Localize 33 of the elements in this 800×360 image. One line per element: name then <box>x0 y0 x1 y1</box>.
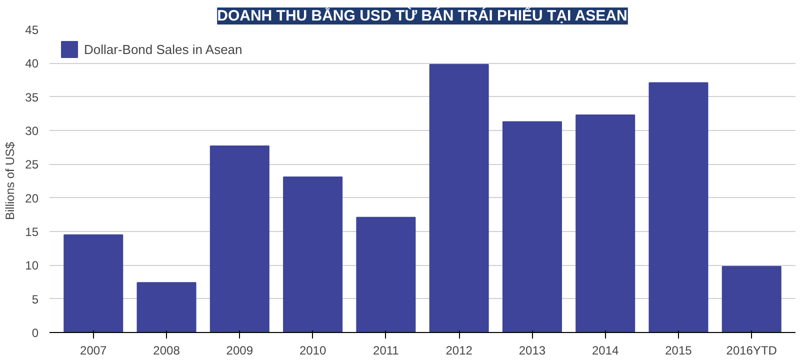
y-tick-label: 20 <box>25 191 39 206</box>
bar <box>502 121 562 332</box>
bar <box>356 216 416 332</box>
y-tick-label: 10 <box>25 258 39 273</box>
bar <box>210 145 270 332</box>
bar <box>722 266 782 332</box>
bar <box>136 282 196 332</box>
bar <box>429 64 489 332</box>
x-tick-label: 2016YTD <box>726 344 778 358</box>
y-axis-title: Billions of US$ <box>3 142 18 220</box>
x-tick-label: 2015 <box>665 344 692 358</box>
y-tick-label: 0 <box>32 326 39 340</box>
bar <box>576 114 636 332</box>
bar <box>648 82 708 332</box>
x-tick-label: 2009 <box>226 344 254 358</box>
x-tick-label: 2011 <box>373 344 400 358</box>
x-tick-label: 2010 <box>299 344 326 358</box>
y-tick-label: 40 <box>25 56 39 71</box>
x-tick-label: 2012 <box>446 344 473 358</box>
bar <box>64 234 124 332</box>
x-tick-label: 2013 <box>518 344 546 358</box>
bar <box>283 176 343 332</box>
y-tick-label: 5 <box>32 292 39 306</box>
x-tick-label: 2014 <box>592 344 620 358</box>
x-tick-label: 2008 <box>153 344 180 358</box>
legend-label: Dollar-Bond Sales in Asean <box>84 42 242 56</box>
y-tick-label: 25 <box>25 158 39 172</box>
chart-title: DOANH THU BẰNG USD TỪ BÁN TRÁI PHIẾU TẠI ASEAN <box>217 6 628 24</box>
x-tick-label: 2007 <box>80 344 108 358</box>
y-tick-label: 45 <box>25 23 39 37</box>
y-tick-label: 15 <box>25 225 39 239</box>
y-tick-label: 30 <box>25 124 39 138</box>
y-tick-label: 35 <box>25 90 39 104</box>
